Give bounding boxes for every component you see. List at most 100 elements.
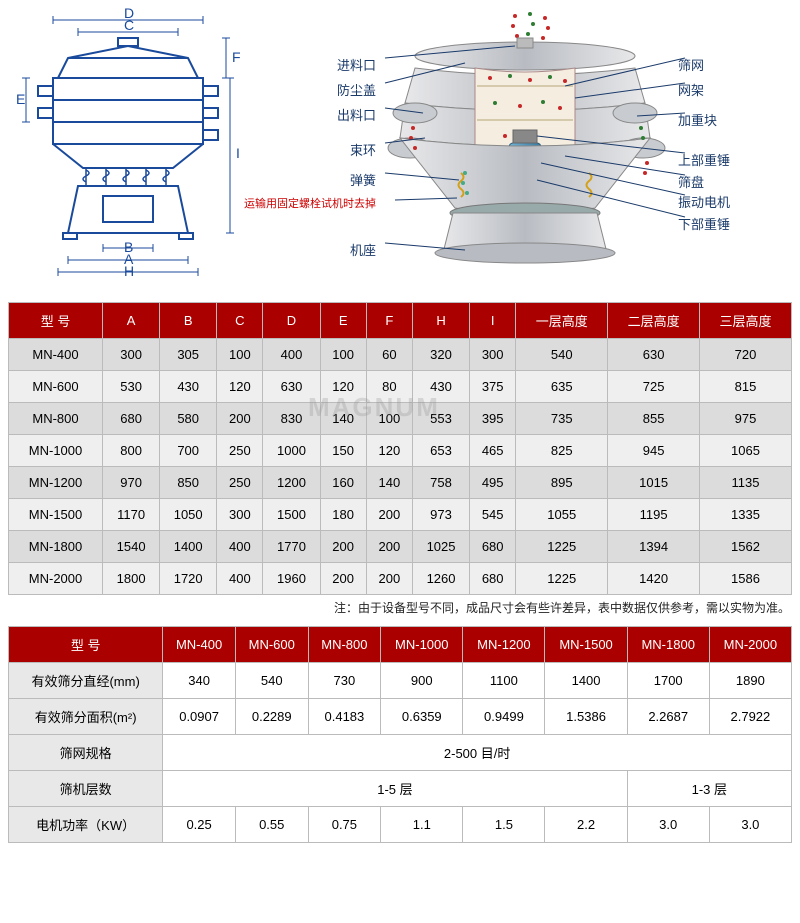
cutaway-label: 上部重锤 — [678, 150, 730, 169]
cell: 0.55 — [235, 807, 308, 843]
cutaway-label: 振动电机 — [678, 192, 730, 211]
cutaway-label: 防尘盖 — [337, 80, 376, 99]
cell: 1400 — [160, 531, 217, 563]
col-header: 一层高度 — [516, 303, 608, 339]
dim-c: C — [124, 17, 134, 33]
cell: 1-3 层 — [627, 771, 791, 807]
cell: 200 — [366, 499, 412, 531]
cell: 140 — [366, 467, 412, 499]
cell: 540 — [235, 663, 308, 699]
cell: 553 — [412, 403, 469, 435]
cell: 1065 — [700, 435, 792, 467]
col-header: 型 号 — [9, 627, 163, 663]
cutaway-label: 加重块 — [678, 110, 717, 129]
row-label: 筛机层数 — [9, 771, 163, 807]
cell: 250 — [217, 435, 263, 467]
cell: 375 — [470, 371, 516, 403]
col-header: MN-800 — [308, 627, 381, 663]
cutaway-label: 进料口 — [337, 55, 376, 74]
dim-f: F — [232, 49, 241, 65]
cell: 1000 — [263, 435, 320, 467]
cutaway-label: 网架 — [678, 80, 704, 99]
cell: 300 — [103, 339, 160, 371]
cell: 0.9499 — [463, 699, 545, 735]
cell: 0.0907 — [163, 699, 236, 735]
cutaway-label: 出料口 — [337, 105, 376, 124]
cell: 0.4183 — [308, 699, 381, 735]
cell: 1200 — [263, 467, 320, 499]
cell: 1335 — [700, 499, 792, 531]
cell: 855 — [608, 403, 700, 435]
cell: 735 — [516, 403, 608, 435]
cell: 1562 — [700, 531, 792, 563]
table-note: 注：由于设备型号不同，成品尺寸会有些许差异，表中数据仅供参考，需以实物为准。 — [8, 595, 792, 626]
cell: 2.7922 — [709, 699, 791, 735]
cell: 1800 — [103, 563, 160, 595]
cell: 0.75 — [308, 807, 381, 843]
cell: 630 — [608, 339, 700, 371]
cell: 120 — [366, 435, 412, 467]
cell: 200 — [320, 531, 366, 563]
row-label: 有效筛分面积(m²) — [9, 699, 163, 735]
cell: 340 — [163, 663, 236, 699]
cell: 1400 — [545, 663, 627, 699]
cell: 680 — [103, 403, 160, 435]
cell: 1540 — [103, 531, 160, 563]
col-header: I — [470, 303, 516, 339]
cutaway-label: 弹簧 — [350, 170, 376, 189]
cell: 150 — [320, 435, 366, 467]
cell: 1050 — [160, 499, 217, 531]
cell: 1-5 层 — [163, 771, 627, 807]
cell: 1195 — [608, 499, 700, 531]
col-header: A — [103, 303, 160, 339]
col-header: 三层高度 — [700, 303, 792, 339]
cell: 1.1 — [381, 807, 463, 843]
cell: MN-400 — [9, 339, 103, 371]
cell: MN-600 — [9, 371, 103, 403]
col-header: H — [412, 303, 469, 339]
cell: MN-1200 — [9, 467, 103, 499]
cell: 250 — [217, 467, 263, 499]
cell: 2.2687 — [627, 699, 709, 735]
cell: 895 — [516, 467, 608, 499]
cell: 430 — [412, 371, 469, 403]
cell: 80 — [366, 371, 412, 403]
cell: 300 — [470, 339, 516, 371]
cell: 200 — [217, 403, 263, 435]
cell: 1700 — [627, 663, 709, 699]
cell: 730 — [308, 663, 381, 699]
cell: 1260 — [412, 563, 469, 595]
col-header: MN-1000 — [381, 627, 463, 663]
cell: 825 — [516, 435, 608, 467]
cutaway-label: 筛网 — [678, 55, 704, 74]
cell: 100 — [366, 403, 412, 435]
cell: 495 — [470, 467, 516, 499]
cell: 1135 — [700, 467, 792, 499]
cell: 0.2289 — [235, 699, 308, 735]
cell: 200 — [366, 563, 412, 595]
cell: 850 — [160, 467, 217, 499]
col-header: 二层高度 — [608, 303, 700, 339]
dim-e: E — [16, 91, 25, 107]
row-label: 电机功率（KW） — [9, 807, 163, 843]
cell: 973 — [412, 499, 469, 531]
col-header: MN-1500 — [545, 627, 627, 663]
col-header: MN-400 — [163, 627, 236, 663]
cell: 0.6359 — [381, 699, 463, 735]
cell: 395 — [470, 403, 516, 435]
cell: 1720 — [160, 563, 217, 595]
cell: 300 — [217, 499, 263, 531]
cell: 680 — [470, 531, 516, 563]
cell: 1100 — [463, 663, 545, 699]
col-header: MN-600 — [235, 627, 308, 663]
cell: MN-1800 — [9, 531, 103, 563]
cutaway-label: 筛盘 — [678, 172, 704, 191]
cell: 758 — [412, 467, 469, 499]
cell: 400 — [263, 339, 320, 371]
cell: 945 — [608, 435, 700, 467]
row-label: 筛网规格 — [9, 735, 163, 771]
cell: 320 — [412, 339, 469, 371]
cell: 100 — [320, 339, 366, 371]
cell: 1586 — [700, 563, 792, 595]
cell: 1170 — [103, 499, 160, 531]
